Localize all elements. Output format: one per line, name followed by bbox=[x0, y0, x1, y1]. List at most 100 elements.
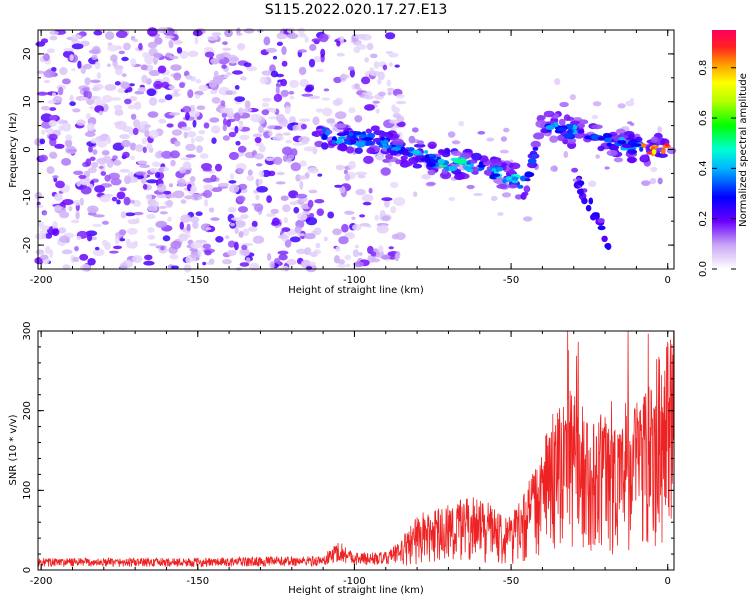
heatmap-cell bbox=[584, 135, 592, 140]
heatmap-cell bbox=[275, 181, 286, 185]
heatmap-cell bbox=[567, 137, 577, 145]
heatmap-cell bbox=[142, 183, 148, 190]
heatmap-cell bbox=[253, 203, 264, 212]
heatmap-cell bbox=[144, 130, 151, 138]
heatmap-cell bbox=[58, 86, 64, 96]
heatmap-cell bbox=[301, 93, 314, 97]
heatmap-cell bbox=[146, 179, 159, 184]
heatmap-cell bbox=[224, 235, 230, 240]
heatmap-cell bbox=[272, 55, 278, 60]
heatmap-cell bbox=[180, 199, 187, 204]
heatmap-cell bbox=[164, 35, 175, 39]
heatmap-cell bbox=[49, 115, 58, 121]
heatmap-cell bbox=[106, 136, 112, 144]
heatmap-cell bbox=[148, 243, 158, 247]
heatmap-cell bbox=[180, 157, 192, 161]
heatmap-cell bbox=[238, 183, 248, 190]
heatmap-cell bbox=[116, 30, 128, 39]
heatmap-cell bbox=[411, 127, 419, 133]
colorbar-gradient bbox=[712, 30, 736, 269]
heatmap-cell bbox=[335, 246, 341, 252]
heatmap-cell bbox=[362, 201, 372, 206]
heatmap-cell bbox=[324, 130, 331, 136]
heatmap-cell bbox=[335, 164, 345, 171]
heatmap-cell bbox=[182, 161, 192, 170]
heatmap-cell bbox=[380, 167, 391, 176]
heatmap-cell bbox=[162, 235, 171, 242]
heatmap-cell bbox=[85, 158, 92, 167]
heatmap-cell bbox=[113, 159, 122, 166]
heatmap-cell bbox=[486, 137, 495, 142]
heatmap-cell bbox=[288, 90, 295, 95]
heatmap-cell bbox=[344, 210, 355, 215]
heatmap-cell bbox=[157, 65, 167, 74]
heatmap-cell bbox=[227, 249, 237, 256]
heatmap-cell bbox=[601, 235, 608, 242]
heatmap-cell bbox=[229, 173, 235, 180]
heatmap-cell bbox=[603, 133, 608, 139]
heatmap-cell bbox=[147, 227, 155, 233]
heatmap-cell bbox=[396, 144, 403, 148]
heatmap-cell bbox=[189, 104, 196, 114]
heatmap-cell bbox=[417, 140, 424, 145]
heatmap-cell bbox=[222, 259, 232, 265]
heatmap-cell bbox=[276, 171, 285, 176]
heatmap-cell bbox=[106, 63, 112, 68]
heatmap-cell bbox=[105, 31, 115, 40]
heatmap-cell bbox=[196, 105, 206, 110]
heatmap-cell bbox=[169, 55, 179, 60]
heatmap-cell bbox=[195, 79, 202, 84]
heatmap-cell bbox=[43, 53, 50, 62]
heatmap-cell bbox=[49, 152, 58, 159]
heatmap-cell bbox=[79, 96, 89, 101]
heatmap-cell bbox=[245, 66, 258, 72]
heatmap-cell bbox=[312, 116, 320, 126]
heatmap-cell bbox=[84, 77, 91, 86]
heatmap-cell bbox=[270, 70, 279, 78]
heatmap-cell bbox=[185, 74, 193, 80]
heatmap-cell bbox=[171, 265, 179, 270]
heatmap-cell bbox=[221, 112, 228, 118]
heatmap-cell bbox=[100, 171, 107, 176]
heatmap-cell bbox=[101, 220, 109, 225]
heatmap-cell bbox=[632, 143, 642, 147]
heatmap-cell bbox=[93, 30, 103, 36]
heatmap-cell bbox=[297, 233, 306, 237]
heatmap-cell bbox=[239, 262, 250, 267]
heatmap-cell bbox=[502, 178, 507, 184]
heatmap-cell bbox=[390, 206, 397, 214]
heatmap-cell bbox=[356, 141, 366, 148]
heatmap-cell bbox=[123, 196, 131, 206]
heatmap-cell bbox=[227, 240, 236, 248]
heatmap-cell bbox=[288, 116, 296, 125]
heatmap-cell bbox=[387, 91, 393, 96]
heatmap-cell bbox=[511, 176, 519, 181]
heatmap-cell bbox=[140, 123, 145, 130]
heatmap-cell bbox=[128, 129, 134, 136]
heatmap-cell bbox=[199, 153, 209, 159]
heatmap-cell bbox=[303, 146, 316, 152]
heatmap-cell bbox=[448, 197, 456, 201]
heatmap-cell bbox=[49, 35, 58, 41]
heatmap-cell bbox=[320, 48, 326, 58]
heatmap-cell bbox=[625, 100, 635, 107]
heatmap-cell bbox=[391, 233, 400, 240]
heatmap-cell bbox=[395, 159, 402, 165]
heatmap-cell bbox=[353, 261, 364, 268]
heatmap-cell bbox=[353, 46, 361, 54]
heatmap-cell bbox=[239, 134, 250, 141]
heatmap-cell bbox=[79, 179, 88, 185]
heatmap-cell bbox=[496, 183, 508, 189]
heatmap-cell bbox=[45, 127, 54, 134]
heatmap-cell bbox=[563, 151, 569, 158]
heatmap-cell bbox=[222, 124, 227, 132]
heatmap-cell bbox=[92, 248, 105, 257]
heatmap-cell bbox=[120, 211, 127, 219]
heatmap-cell bbox=[258, 125, 264, 134]
heatmap-cell bbox=[76, 235, 82, 241]
heatmap-cell bbox=[198, 84, 209, 92]
heatmap-cell bbox=[315, 68, 324, 73]
heatmap-cell bbox=[493, 176, 506, 185]
heatmap-cell bbox=[651, 149, 657, 155]
heatmap-cell bbox=[52, 221, 58, 230]
